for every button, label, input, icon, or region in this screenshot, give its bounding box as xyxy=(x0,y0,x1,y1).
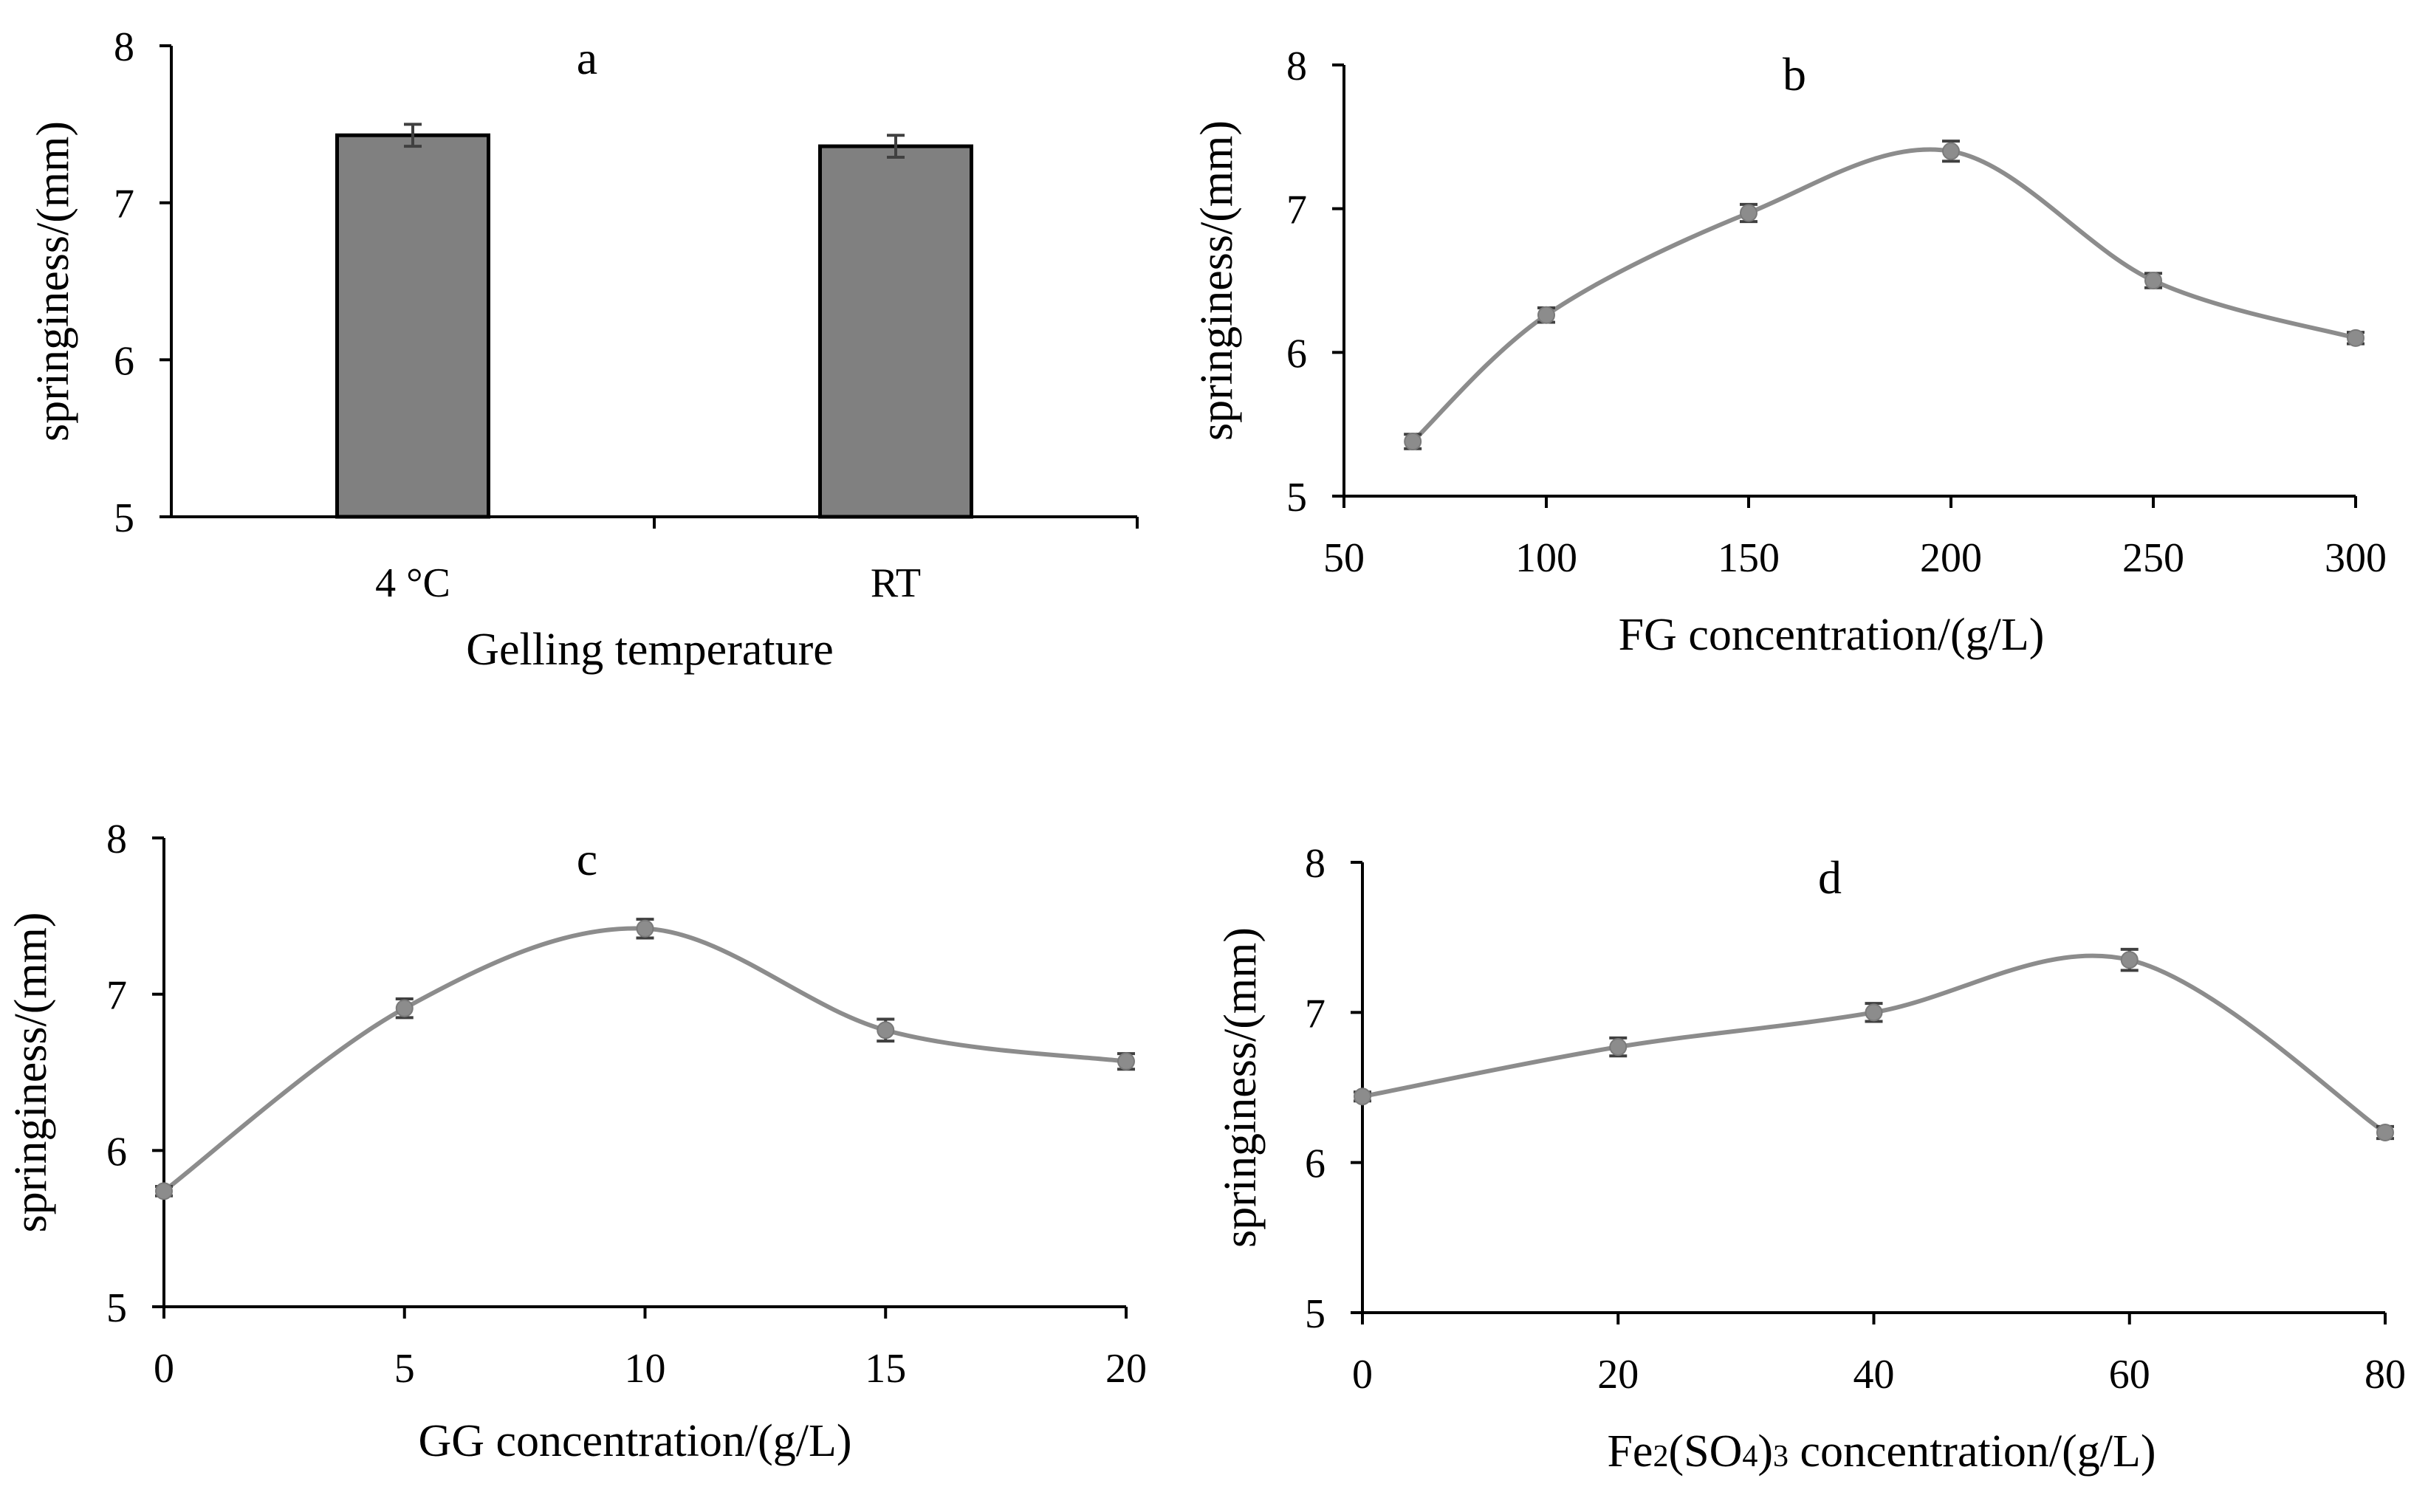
data-point xyxy=(2144,272,2162,289)
y-tick-label: 5 xyxy=(1305,1291,1326,1337)
x-tick-label: 250 xyxy=(2122,535,2184,581)
data-point xyxy=(395,999,414,1017)
y-tick-label: 6 xyxy=(1286,331,1307,377)
y-tick-label: 6 xyxy=(1305,1141,1326,1187)
x-tick-label: 40 xyxy=(1853,1352,1895,1398)
x-axis-label: Gelling temperature xyxy=(466,625,834,675)
x-tick-label: 20 xyxy=(1597,1352,1639,1398)
x-tick-label: 0 xyxy=(154,1346,174,1392)
data-point xyxy=(636,919,654,938)
data-point xyxy=(1117,1052,1135,1071)
y-tick-label: 8 xyxy=(106,817,127,862)
bar-0 xyxy=(335,133,490,519)
data-point xyxy=(1404,433,1422,451)
x-tick-label: 80 xyxy=(2364,1352,2406,1398)
y-tick-label: 8 xyxy=(1305,841,1326,887)
panel-c: 5 6 7 8 springiness/(mm) c GG concentration/(g… xyxy=(6,817,1147,1466)
y-tick-label: 7 xyxy=(106,973,127,1019)
panel-letter: d xyxy=(1818,851,1842,904)
panel-letter: a xyxy=(577,32,597,84)
y-tick-label: 8 xyxy=(1286,44,1307,89)
y-tick-label: 5 xyxy=(1286,475,1307,520)
panel-a: 5 6 7 8 springiness/(mm) a Gelling temperature… xyxy=(28,24,1139,675)
x-tick-label: 5 xyxy=(394,1346,415,1392)
x-axis-label: GG concentration/(g/L) xyxy=(418,1416,851,1466)
x-tick-label: RT xyxy=(871,560,921,606)
y-axis-label: springiness/(mm) xyxy=(1215,927,1266,1248)
data-point xyxy=(2347,329,2364,347)
bar-1 xyxy=(818,144,973,519)
data-point xyxy=(1609,1038,1628,1056)
data-point xyxy=(1354,1087,1371,1106)
y-axis-label: springiness/(mm) xyxy=(6,913,56,1233)
panel-b: 5 6 7 8 springiness/(mm) b FG concentration/(g… xyxy=(1192,44,2387,660)
x-tick-label: 300 xyxy=(2325,535,2387,581)
data-point xyxy=(1740,204,1757,222)
y-tick-label: 5 xyxy=(106,1285,127,1331)
x-tick-label: 15 xyxy=(865,1346,906,1392)
series-line xyxy=(1362,953,2387,1135)
x-tick-label: 10 xyxy=(625,1346,666,1392)
y-tick-label: 6 xyxy=(114,338,134,384)
data-point xyxy=(1537,306,1555,324)
data-point xyxy=(877,1021,895,1040)
data-point xyxy=(155,1182,173,1200)
x-tick-label: 150 xyxy=(1718,535,1780,581)
panel-letter: c xyxy=(577,833,597,885)
x-tick-label: 4 °C xyxy=(375,560,450,606)
x-tick-label: 50 xyxy=(1323,535,1365,581)
panel-d: 5 6 7 8 springiness/(mm) d Fe2(SO4)3 concentra… xyxy=(1215,841,2406,1477)
series-line xyxy=(162,926,1127,1193)
data-point xyxy=(2376,1124,2394,1141)
x-tick-label: 0 xyxy=(1352,1352,1373,1398)
y-axis-label: springiness/(mm) xyxy=(28,121,78,441)
data-point xyxy=(2120,951,2139,969)
x-tick-label: 200 xyxy=(1920,535,1982,581)
y-tick-label: 6 xyxy=(106,1129,127,1175)
x-axis-label: FG concentration/(g/L) xyxy=(1619,610,2045,660)
x-tick-label: 20 xyxy=(1105,1346,1147,1392)
x-tick-label: 100 xyxy=(1515,535,1577,581)
y-tick-label: 7 xyxy=(1305,991,1326,1037)
series-line xyxy=(1411,147,2356,444)
panel-letter: b xyxy=(1783,48,1806,100)
y-tick-label: 8 xyxy=(114,24,134,70)
y-tick-label: 7 xyxy=(1286,188,1307,233)
y-tick-label: 5 xyxy=(114,495,134,541)
x-tick-label: 60 xyxy=(2109,1352,2150,1398)
x-axis-label: Fe2(SO4)3 concentration/(g/L) xyxy=(1607,1426,2156,1477)
data-point xyxy=(1865,1003,1883,1022)
data-point xyxy=(1942,142,1960,160)
y-axis-label: springiness/(mm) xyxy=(1192,120,1242,441)
y-tick-label: 7 xyxy=(114,182,134,227)
